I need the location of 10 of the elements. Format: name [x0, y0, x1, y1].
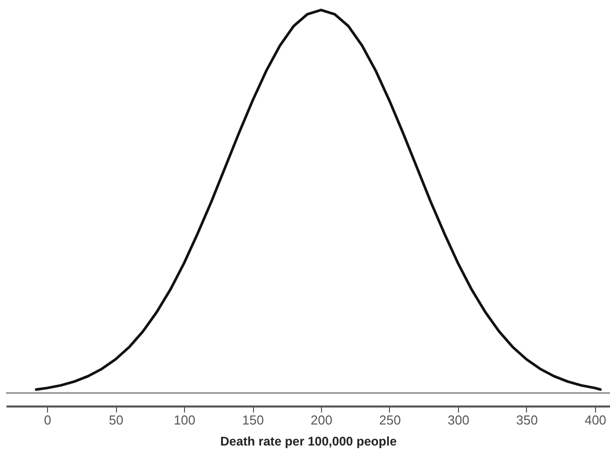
x-tick-label: 400	[584, 412, 606, 428]
x-tick-label: 200	[310, 412, 332, 428]
x-tick-label: 150	[242, 412, 264, 428]
x-tick-label: 100	[174, 412, 196, 428]
x-tick-label: 0	[44, 412, 52, 428]
x-tick-label: 250	[379, 412, 401, 428]
x-axis-title: Death rate per 100,000 people	[220, 434, 397, 448]
x-tick-label: 50	[108, 412, 124, 428]
x-tick-label: 350	[516, 412, 538, 428]
x-tick-label: 300	[448, 412, 470, 428]
